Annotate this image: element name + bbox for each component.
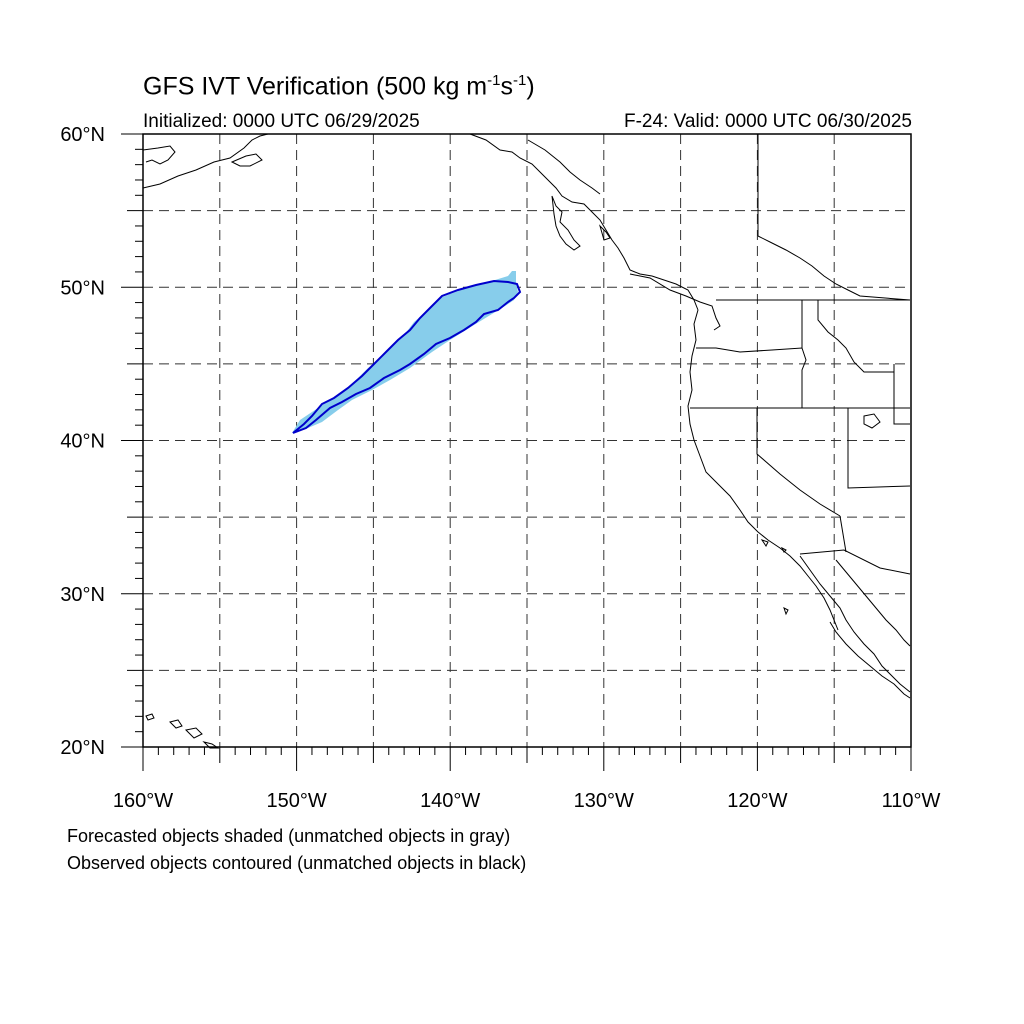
observed-object-contour <box>292 279 522 434</box>
longitude-labels: 160°W 150°W 140°W 130°W 120°W 110°W <box>113 790 941 812</box>
coastlines <box>142 133 911 749</box>
lon-tick-label: 110°W <box>882 790 941 812</box>
axis-ticks <box>121 133 912 771</box>
init-time-label: Initialized: 0000 UTC 06/29/2025 <box>143 111 420 132</box>
lon-tick-label: 150°W <box>266 790 326 812</box>
lat-tick-label: 30°N <box>60 584 105 606</box>
lat-tick-label: 50°N <box>60 277 105 299</box>
latitude-labels: 60°N 50°N 40°N 30°N 20°N <box>60 124 105 759</box>
lon-tick-label: 140°W <box>420 790 480 812</box>
lat-tick-label: 60°N <box>60 124 105 146</box>
forecast-legend-note: Forecasted objects shaded (unmatched obj… <box>67 826 511 846</box>
state-borders <box>690 134 911 575</box>
lon-tick-label: 130°W <box>574 790 634 812</box>
lat-tick-label: 40°N <box>60 431 105 453</box>
chart-title: GFS IVT Verification (500 kg m-1s-1) <box>143 72 535 101</box>
lat-tick-label: 20°N <box>60 737 105 759</box>
lon-tick-label: 120°W <box>727 790 787 812</box>
lon-tick-label: 160°W <box>113 790 173 812</box>
gridlines <box>143 134 911 747</box>
valid-time-label: F-24: Valid: 0000 UTC 06/30/2025 <box>624 111 912 132</box>
forecast-object <box>292 271 518 433</box>
observed-legend-note: Observed objects contoured (unmatched ob… <box>67 853 527 873</box>
